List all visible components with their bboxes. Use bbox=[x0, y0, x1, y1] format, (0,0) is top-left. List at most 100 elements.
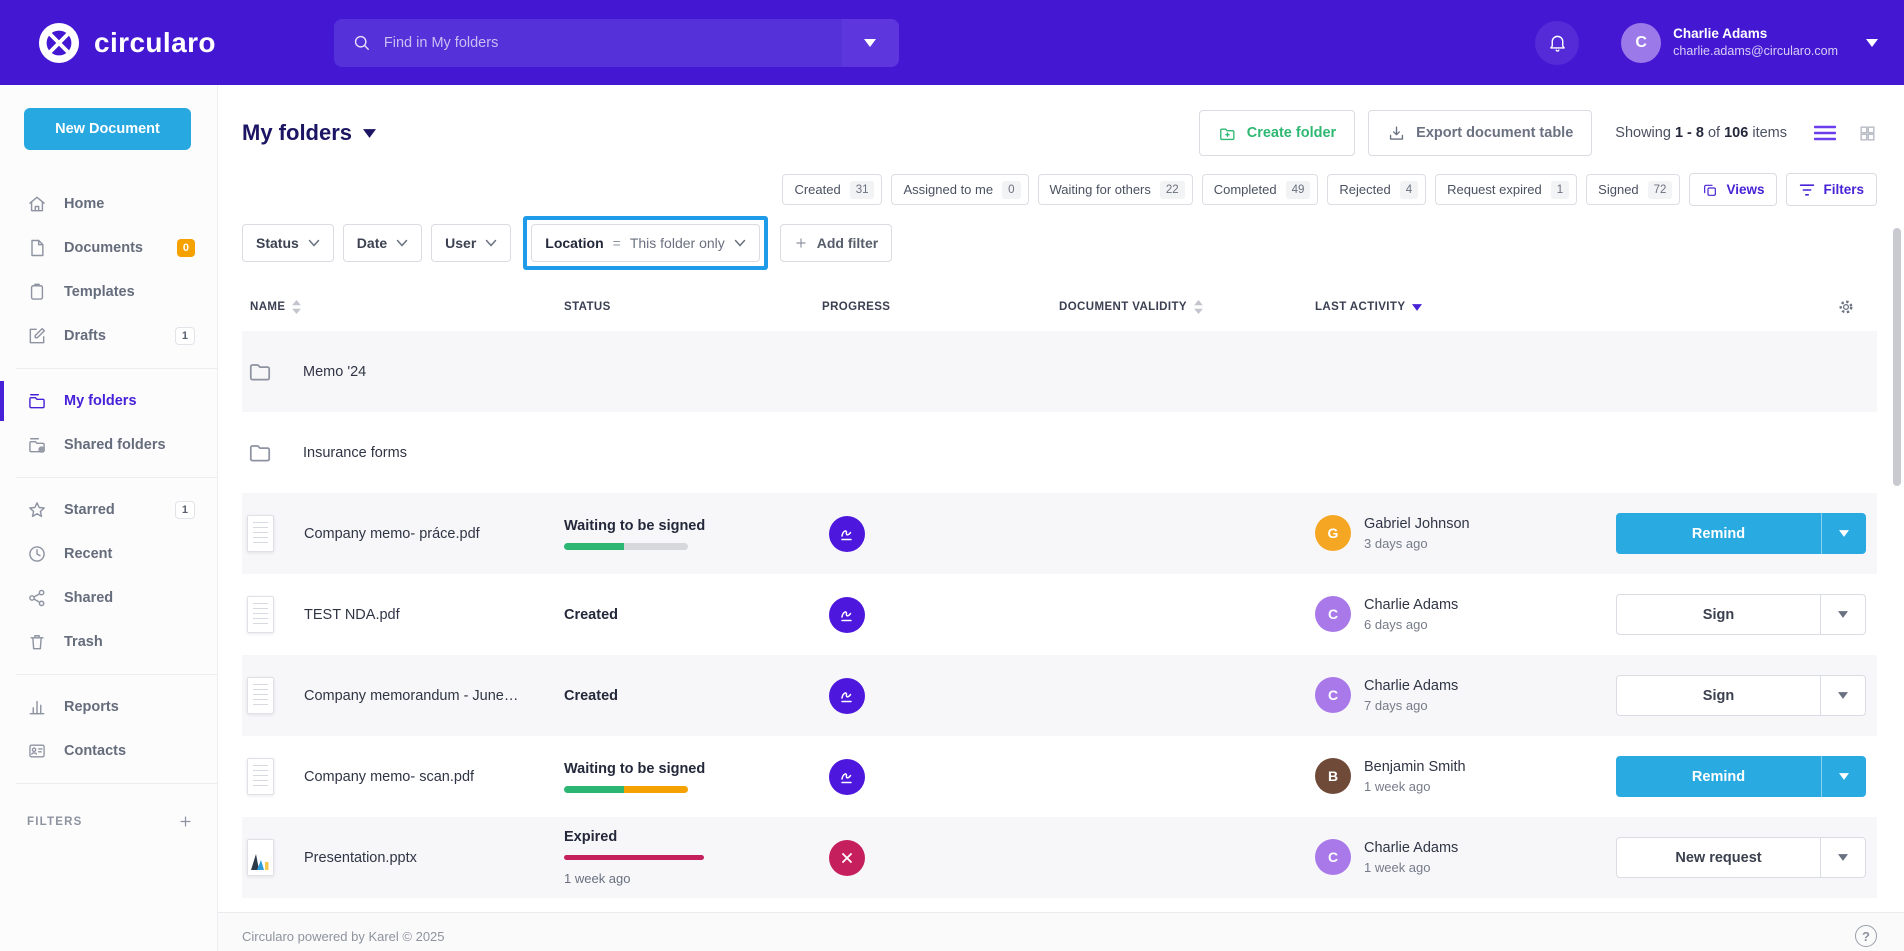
action-dropdown-caret[interactable] bbox=[1820, 676, 1865, 715]
location-filter-dropdown[interactable]: Location = This folder only bbox=[531, 224, 759, 262]
user-menu[interactable]: C Charlie Adams charlie.adams@circularo.… bbox=[1621, 23, 1878, 63]
sidebar-item-templates[interactable]: Templates bbox=[0, 270, 217, 314]
table-settings-gear-icon[interactable] bbox=[1608, 298, 1877, 316]
signature-progress-icon[interactable] bbox=[829, 516, 865, 552]
chip-rejected[interactable]: Rejected4 bbox=[1327, 174, 1426, 205]
sidebar-item-home[interactable]: Home bbox=[0, 182, 217, 226]
sidebar-item-trash[interactable]: Trash bbox=[0, 620, 217, 664]
starred-badge: 1 bbox=[175, 501, 195, 519]
activity-time: 1 week ago bbox=[1364, 859, 1458, 877]
sidebar-item-shared[interactable]: Shared bbox=[0, 576, 217, 620]
chip-created[interactable]: Created31 bbox=[782, 174, 882, 205]
add-filter-button[interactable]: Add filter bbox=[780, 224, 892, 262]
search-bar[interactable] bbox=[334, 19, 899, 67]
search-scope-dropdown[interactable] bbox=[842, 19, 899, 67]
sidebar-item-drafts[interactable]: Drafts 1 bbox=[0, 314, 217, 358]
table-row-document[interactable]: Company memorandum - June… Created C Cha… bbox=[242, 655, 1877, 736]
signature-progress-icon[interactable] bbox=[829, 678, 865, 714]
help-button[interactable]: ? bbox=[1855, 925, 1877, 947]
document-thumbnail bbox=[247, 515, 274, 552]
clock-icon bbox=[27, 544, 47, 564]
folder-name[interactable]: Insurance forms bbox=[303, 445, 407, 461]
chip-assigned-to-me[interactable]: Assigned to me0 bbox=[891, 174, 1028, 205]
add-saved-filter-button[interactable] bbox=[178, 814, 193, 829]
views-button[interactable]: Views bbox=[1689, 173, 1777, 206]
filters-button[interactable]: Filters bbox=[1786, 173, 1877, 206]
signature-progress-icon[interactable] bbox=[829, 759, 865, 795]
action-dropdown-caret[interactable] bbox=[1821, 513, 1866, 554]
sign-button[interactable]: Sign bbox=[1616, 675, 1866, 716]
action-dropdown-caret[interactable] bbox=[1820, 838, 1865, 877]
sort-icon bbox=[1194, 300, 1203, 314]
table-row-document[interactable]: Presentation.pptx Expired 1 week ago C C… bbox=[242, 817, 1877, 898]
chip-request-expired[interactable]: Request expired1 bbox=[1435, 174, 1577, 205]
sidebar-item-starred[interactable]: Starred 1 bbox=[0, 488, 217, 532]
document-thumbnail bbox=[247, 758, 274, 795]
folder-name[interactable]: Memo '24 bbox=[303, 364, 366, 380]
expired-x-icon[interactable] bbox=[829, 840, 865, 876]
sidebar-item-documents[interactable]: Documents 0 bbox=[0, 226, 217, 270]
create-folder-button[interactable]: Create folder bbox=[1199, 110, 1355, 156]
date-filter-dropdown[interactable]: Date bbox=[343, 224, 422, 262]
search-input[interactable] bbox=[384, 35, 804, 51]
results-count: Showing 1 - 8 of 106 items bbox=[1615, 125, 1787, 141]
sidebar-item-recent[interactable]: Recent bbox=[0, 532, 217, 576]
table-row-folder[interactable]: Insurance forms bbox=[242, 412, 1877, 493]
top-bar: circularo C Charlie Adams charlie.adams@… bbox=[0, 0, 1904, 85]
table-row-document[interactable]: Company memo- scan.pdf Waiting to be sig… bbox=[242, 736, 1877, 817]
status-filter-dropdown[interactable]: Status bbox=[242, 224, 334, 262]
signature-progress-icon[interactable] bbox=[829, 597, 865, 633]
user-avatar: C bbox=[1621, 23, 1661, 63]
list-view-icon[interactable] bbox=[1814, 125, 1836, 141]
table-row-document[interactable]: Company memo- práce.pdf Waiting to be si… bbox=[242, 493, 1877, 574]
document-name[interactable]: Company memo- práce.pdf bbox=[304, 526, 480, 542]
status-text: Waiting to be signed bbox=[564, 761, 822, 777]
sidebar-item-shared-folders[interactable]: Shared folders bbox=[0, 423, 217, 467]
document-name[interactable]: Company memo- scan.pdf bbox=[304, 769, 474, 785]
grid-view-icon[interactable] bbox=[1858, 124, 1877, 143]
actor-name: Charlie Adams bbox=[1364, 595, 1458, 615]
column-header-last-activity[interactable]: LAST ACTIVITY bbox=[1315, 301, 1608, 313]
page-title-dropdown[interactable]: My folders bbox=[242, 120, 376, 146]
last-activity-cell: C Charlie Adams 7 days ago bbox=[1315, 676, 1608, 714]
table-row-folder[interactable]: Memo '24 bbox=[242, 331, 1877, 412]
chip-completed[interactable]: Completed49 bbox=[1202, 174, 1319, 205]
copyright-text: Circularo powered by Karel © 2025 bbox=[242, 929, 445, 944]
column-header-status[interactable]: STATUS bbox=[564, 301, 822, 313]
sidebar-item-reports[interactable]: Reports bbox=[0, 685, 217, 729]
remind-button[interactable]: Remind bbox=[1616, 756, 1866, 797]
document-name[interactable]: TEST NDA.pdf bbox=[304, 607, 400, 623]
folder-icon bbox=[247, 440, 273, 466]
filter-bar: Status Date User Location = This folder … bbox=[242, 215, 1877, 271]
action-dropdown-caret[interactable] bbox=[1821, 756, 1866, 797]
sidebar-item-my-folders[interactable]: My folders bbox=[0, 379, 217, 423]
activity-time: 7 days ago bbox=[1364, 697, 1458, 715]
user-filter-dropdown[interactable]: User bbox=[431, 224, 511, 262]
clipboard-icon bbox=[27, 282, 47, 302]
column-header-name[interactable]: NAME bbox=[242, 300, 564, 314]
plus-icon bbox=[794, 236, 808, 250]
progress-bar bbox=[564, 543, 688, 550]
sidebar-item-contacts[interactable]: Contacts bbox=[0, 729, 217, 773]
chip-waiting-for-others[interactable]: Waiting for others22 bbox=[1038, 174, 1193, 205]
brand-logo[interactable]: circularo bbox=[38, 22, 216, 64]
column-header-validity[interactable]: DOCUMENT VALIDITY bbox=[1059, 300, 1315, 314]
bar-chart-icon bbox=[27, 697, 47, 717]
remind-button[interactable]: Remind bbox=[1616, 513, 1866, 554]
new-request-button[interactable]: New request bbox=[1616, 837, 1866, 878]
vertical-scrollbar[interactable] bbox=[1893, 228, 1901, 486]
document-thumbnail bbox=[247, 596, 274, 633]
document-name[interactable]: Company memorandum - June… bbox=[304, 688, 518, 704]
document-name[interactable]: Presentation.pptx bbox=[304, 850, 417, 866]
activity-time: 3 days ago bbox=[1364, 535, 1470, 553]
export-document-table-button[interactable]: Export document table bbox=[1368, 110, 1592, 156]
notifications-bell-icon[interactable] bbox=[1535, 21, 1579, 65]
chip-signed[interactable]: Signed72 bbox=[1586, 174, 1680, 205]
actor-avatar: C bbox=[1315, 596, 1351, 632]
table-row-document[interactable]: TEST NDA.pdf Created C Charlie Adams 6 d… bbox=[242, 574, 1877, 655]
table-header-row: NAME STATUS PROGRESS DOCUMENT VALIDITY L… bbox=[242, 283, 1877, 331]
action-dropdown-caret[interactable] bbox=[1820, 595, 1865, 634]
column-header-progress[interactable]: PROGRESS bbox=[822, 301, 1059, 313]
sign-button[interactable]: Sign bbox=[1616, 594, 1866, 635]
new-document-button[interactable]: New Document bbox=[24, 108, 191, 150]
